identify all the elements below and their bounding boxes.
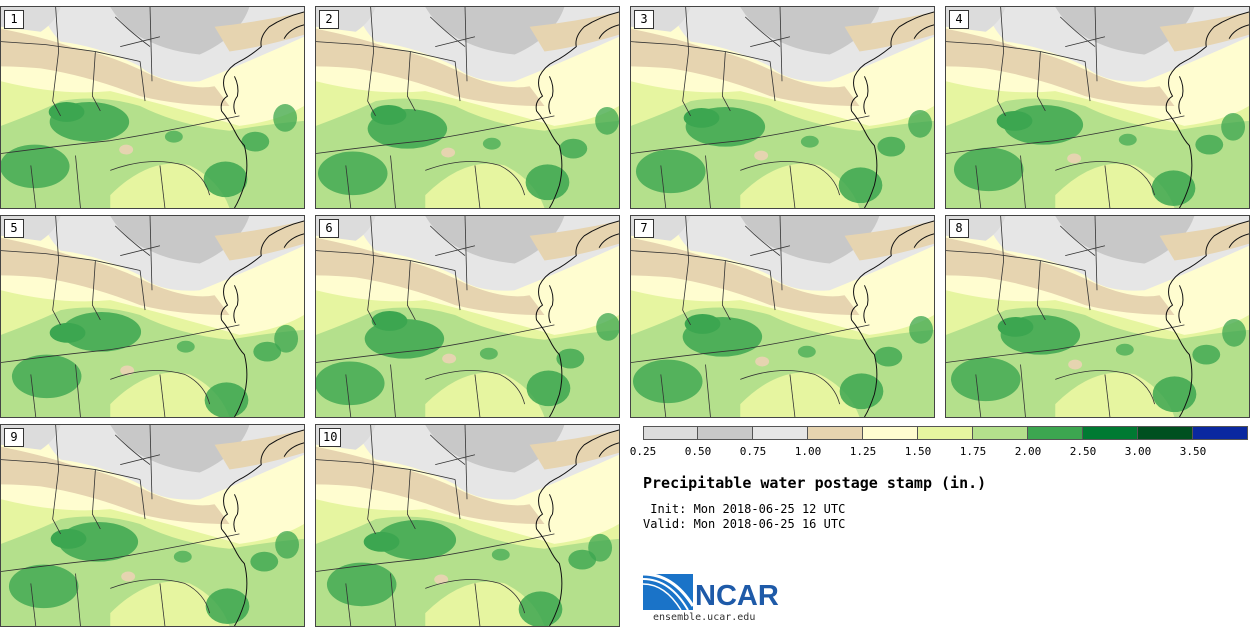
stamp-map	[946, 216, 1249, 417]
colorbar-tick-label: 1.75	[959, 445, 987, 458]
stamp-number: 8	[949, 219, 969, 238]
colorbar-swatch	[753, 426, 808, 440]
colorbar-tick-label: 0.25	[629, 445, 657, 458]
stamp-number: 9	[4, 428, 24, 447]
stamp-number: 1	[4, 10, 24, 29]
stamp-map	[1, 216, 304, 417]
stamp-map	[316, 216, 619, 417]
ncar-wordmark: NCAR	[695, 580, 779, 612]
ensemble-stamp-8: 8	[945, 215, 1250, 418]
stamp-map	[316, 425, 619, 626]
colorbar-swatch	[698, 426, 753, 440]
colorbar-tick-label: 3.50	[1179, 445, 1207, 458]
colorbar-swatch	[973, 426, 1028, 440]
stamp-number: 2	[319, 10, 339, 29]
stamp-map	[946, 7, 1249, 208]
chart-title: Precipitable water postage stamp (in.)	[643, 474, 987, 492]
colorbar-tick-label: 1.25	[849, 445, 877, 458]
ensemble-stamp-1: 1	[0, 6, 305, 209]
ensemble-stamp-5: 5	[0, 215, 305, 418]
ncar-logo: NCAR ensemble.ucar.edu	[642, 570, 793, 626]
ensemble-stamp-7: 7	[630, 215, 935, 418]
ensemble-stamp-2: 2	[315, 6, 620, 209]
ensemble-stamp-6: 6	[315, 215, 620, 418]
stamp-number: 10	[319, 428, 342, 447]
stamp-map	[1, 7, 304, 208]
ensemble-stamp-10: 10	[315, 424, 620, 627]
stamp-number: 5	[4, 219, 24, 238]
stamp-number: 3	[634, 10, 654, 29]
stamp-number: 4	[949, 10, 969, 29]
colorbar-swatch	[643, 426, 698, 440]
colorbar-tick-label: 1.00	[794, 445, 822, 458]
init-text: Init: Mon 2018-06-25 12 UTC	[650, 502, 846, 516]
colorbar-tick-label: 2.00	[1014, 445, 1042, 458]
stamp-map	[631, 7, 934, 208]
stamp-number: 7	[634, 219, 654, 238]
colorbar-swatch	[1083, 426, 1138, 440]
init-time: Init: Mon 2018-06-25 12 UTC	[643, 502, 845, 516]
stamp-map	[316, 7, 619, 208]
ncar-logo-mark-icon	[642, 572, 695, 611]
ensemble-stamp-9: 9	[0, 424, 305, 627]
stamp-number: 6	[319, 219, 339, 238]
colorbar-tick-label: 1.50	[904, 445, 932, 458]
colorbar-swatch	[1138, 426, 1193, 440]
colorbar-tick-label: 0.50	[684, 445, 712, 458]
ensemble-stamp-4: 4	[945, 6, 1250, 209]
ensemble-url: ensemble.ucar.edu	[653, 612, 756, 623]
ensemble-stamp-3: 3	[630, 6, 935, 209]
colorbar-swatch	[918, 426, 973, 440]
colorbar-swatch	[1193, 426, 1248, 440]
colorbar-tick-label: 3.00	[1124, 445, 1152, 458]
stamp-map	[1, 425, 304, 626]
valid-time: Valid: Mon 2018-06-25 16 UTC	[643, 517, 846, 531]
colorbar-tick-label: 2.50	[1069, 445, 1097, 458]
colorbar-swatch	[1028, 426, 1083, 440]
colorbar: 0.25 0.50 0.75 1.00 1.25 1.50 1.75 2.00 2.50 3.00…	[630, 426, 1248, 466]
colorbar-swatch	[863, 426, 918, 440]
colorbar-tick-label: 0.75	[739, 445, 767, 458]
stamp-map	[631, 216, 934, 417]
colorbar-swatch	[808, 426, 863, 440]
